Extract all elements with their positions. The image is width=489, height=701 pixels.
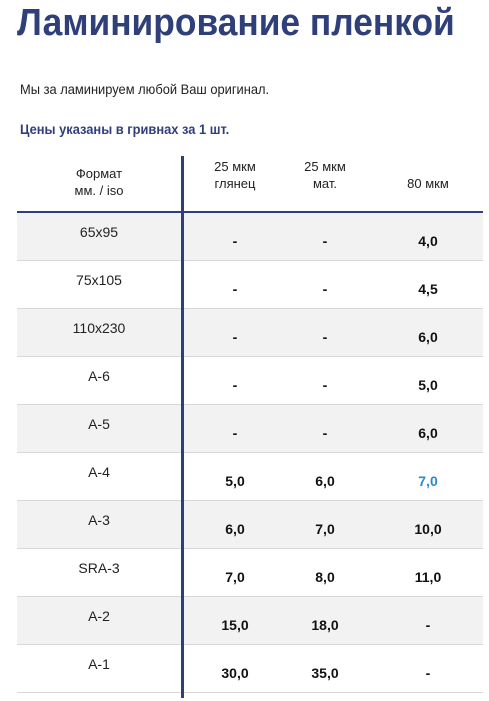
matte-25-price: -: [322, 377, 328, 393]
price-80: 10,0: [414, 521, 442, 537]
header-gloss-25: 25 мкм глянец: [181, 158, 289, 192]
table-row: 65x95 - - 4,0: [17, 213, 483, 261]
format-cell: SRA-3: [78, 560, 120, 576]
format-cell: A-4: [88, 464, 110, 480]
table-row: A-5 - - 6,0: [17, 405, 483, 453]
table-body: 65x95 - - 4,0 75x105 - - 4,5 110x230 - - 6,0 A-6 - - 5,…: [17, 213, 483, 693]
format-cell: A-5: [88, 416, 110, 432]
gloss-25-price: -: [232, 425, 238, 441]
page-title: Ламинирование пленкой: [17, 2, 455, 44]
price-80: 4,0: [418, 233, 438, 249]
price-80: 6,0: [418, 329, 438, 345]
table-header: Формат мм. / iso 25 мкм глянец 25 мкм ма…: [17, 156, 483, 213]
format-cell: A-2: [88, 608, 110, 624]
format-cell: 65x95: [79, 224, 119, 240]
intro-text: Мы за ламинируем любой Ваш оригинал.: [20, 81, 270, 97]
table-row: A-4 5,0 6,0 7,0: [17, 453, 483, 501]
header-format-line1: Формат: [75, 166, 123, 181]
format-cell: A-1: [88, 656, 110, 672]
header-format: Формат мм. / iso: [17, 165, 181, 199]
matte-25-price: -: [322, 281, 328, 297]
header-80: 80 мкм: [374, 175, 482, 192]
price-80: 11,0: [414, 569, 442, 585]
header-matte-25-line1: 25 мкм: [304, 159, 346, 174]
header-divider: [17, 211, 483, 213]
matte-25-price: -: [322, 425, 328, 441]
matte-25-price: -: [322, 329, 328, 345]
gloss-25-price: -: [232, 377, 238, 393]
matte-25-price: 6,0: [315, 473, 335, 489]
gloss-25-price: 15,0: [221, 617, 249, 633]
gloss-25-price: -: [232, 281, 238, 297]
gloss-25-price: -: [232, 329, 238, 345]
format-cell: 110x230: [72, 320, 126, 336]
format-cell: A-6: [88, 368, 110, 384]
gloss-25-price: 6,0: [225, 521, 245, 537]
matte-25-price: 7,0: [315, 521, 335, 537]
table-row: SRA-3 7,0 8,0 11,0: [17, 549, 483, 597]
header-matte-25: 25 мкм мат.: [271, 158, 379, 192]
table-row: A-6 - - 5,0: [17, 357, 483, 405]
price-80: 5,0: [418, 377, 438, 393]
header-format-line2: мм. / iso: [74, 183, 124, 198]
gloss-25-price: 30,0: [221, 665, 249, 681]
price-table: Формат мм. / iso 25 мкм глянец 25 мкм ма…: [17, 156, 483, 698]
header-matte-25-line2: мат.: [312, 176, 337, 191]
price-80: -: [425, 617, 431, 633]
matte-25-price: 35,0: [311, 665, 339, 681]
table-row: A-2 15,0 18,0 -: [17, 597, 483, 645]
table-row: A-1 30,0 35,0 -: [17, 645, 483, 693]
matte-25-price: -: [322, 233, 328, 249]
matte-25-price: 8,0: [315, 569, 335, 585]
header-gloss-25-line2: глянец: [214, 176, 256, 191]
table-row: 75x105 - - 4,5: [17, 261, 483, 309]
table-row: 110x230 - - 6,0: [17, 309, 483, 357]
format-cell: 75x105: [76, 272, 122, 288]
header-80-line1: 80 мкм: [407, 176, 449, 191]
price-80: 6,0: [418, 425, 438, 441]
header-gloss-25-line1: 25 мкм: [214, 159, 256, 174]
price-80: 4,5: [418, 281, 438, 297]
gloss-25-price: 7,0: [225, 569, 245, 585]
price-note: Цены указаны в гривнах за 1 шт.: [20, 121, 230, 137]
matte-25-price: 18,0: [311, 617, 339, 633]
column-divider: [181, 156, 184, 698]
price-80: -: [425, 665, 431, 681]
table-row: A-3 6,0 7,0 10,0: [17, 501, 483, 549]
format-cell: A-3: [88, 512, 110, 528]
price-80: 7,0: [418, 473, 438, 489]
gloss-25-price: -: [232, 233, 238, 249]
gloss-25-price: 5,0: [225, 473, 245, 489]
